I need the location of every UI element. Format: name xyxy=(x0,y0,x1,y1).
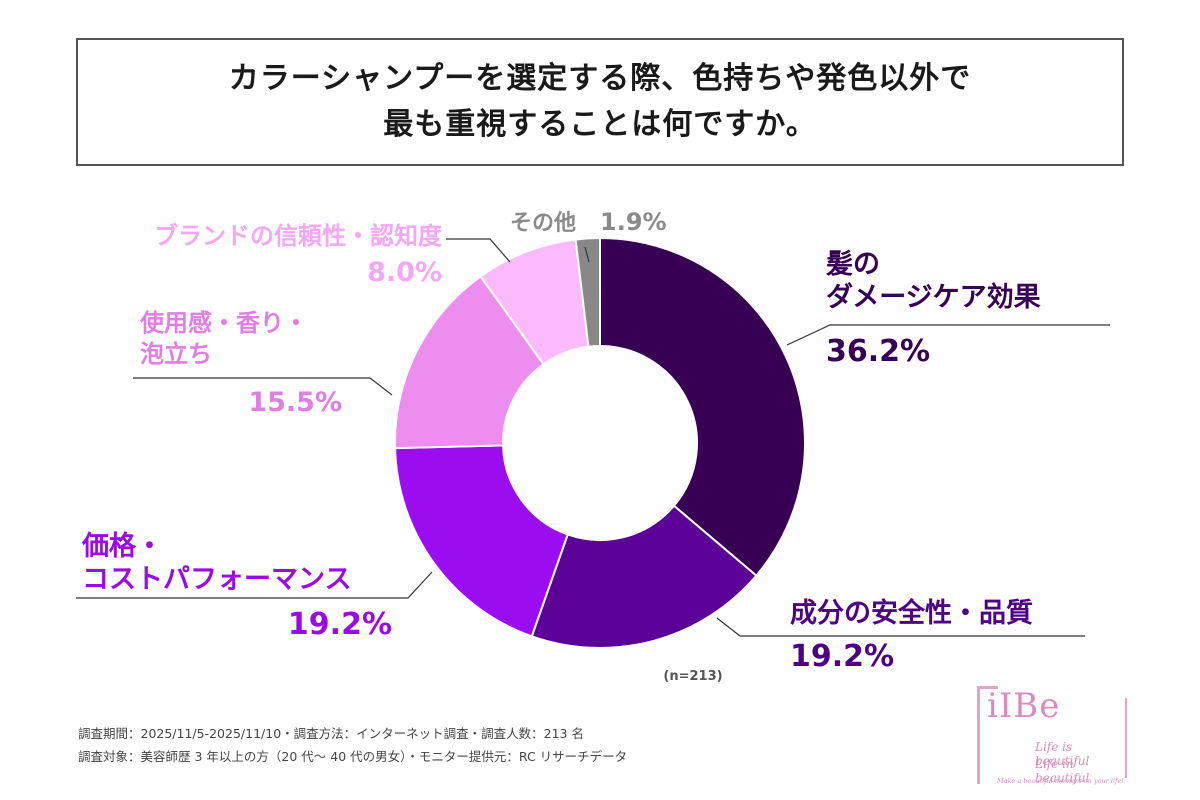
slice-label-1-line-1: 髪の xyxy=(825,249,880,280)
slice-value-label-3: 19.2% xyxy=(288,607,392,642)
slice-label-1-line-2: ダメージケア効果 xyxy=(826,281,1041,313)
logo-wordmark: iIBe xyxy=(987,686,1061,726)
slice-label-3-line-1: 価格・ xyxy=(81,531,163,562)
slice-label-5-line-1: ブランドの信頼性・認知度 xyxy=(154,222,443,250)
slice-label-4-line-1: 使用感・香り・ xyxy=(139,309,308,337)
leader-line-4 xyxy=(133,377,393,396)
slice-value-label-4: 15.5% xyxy=(248,387,342,418)
survey-period-note: 調査期間：2025/11/5-2025/11/10・調査方法：インターネット調査… xyxy=(78,726,584,741)
donut-slice-4 xyxy=(394,275,545,450)
brand-logo: iIBe Life is beautiful Life in beautiful… xyxy=(977,686,1127,786)
leader-line-3 xyxy=(76,571,433,599)
donut-slice-2 xyxy=(530,504,758,649)
slice-value-label-1: 36.2% xyxy=(826,334,930,369)
slice-value-label-6: 1.9% xyxy=(600,208,667,236)
logo-tagline-2: Life in beautiful xyxy=(1035,757,1090,785)
logo-frame-right xyxy=(1125,698,1127,778)
leader-line-2 xyxy=(716,617,1085,637)
donut-slice-6 xyxy=(574,236,601,348)
slice-label-6-line-1: その他 xyxy=(510,211,576,236)
logo-tagline-1: Life is beautiful xyxy=(1035,740,1090,768)
slice-value-label-2: 19.2% xyxy=(790,639,894,674)
slice-value-label-5: 8.0% xyxy=(367,257,442,288)
logo-tagline-3: Make a beautiful moment on your life! xyxy=(997,777,1124,785)
slice-label-2-line-1: 成分の安全性・品質 xyxy=(790,597,1033,629)
sample-size-label: (n=213) xyxy=(663,669,722,684)
survey-target-note: 調査対象：美容師歴 3 年以上の方（20 代～ 40 代の男女）・モニター提供元… xyxy=(78,749,628,764)
chart-title-line-2: 最も重視することは何ですか。 xyxy=(383,107,817,142)
survey-footer: 調査期間：2025/11/5-2025/11/10・調査方法：インターネット調査… xyxy=(78,722,627,768)
donut-slice-1 xyxy=(599,236,806,578)
donut-slice-3 xyxy=(394,444,569,638)
leader-line-1 xyxy=(786,324,1110,346)
leader-line-6 xyxy=(584,246,590,263)
chart-title-box: カラーシャンプーを選定する際、色持ちや発色以外で 最も重視することは何ですか。 xyxy=(76,38,1124,166)
slice-label-3-line-2: コストパフォーマンス xyxy=(82,564,351,595)
leader-line-5 xyxy=(446,238,511,263)
chart-title-line-1: カラーシャンプーを選定する際、色持ちや発色以外で xyxy=(228,61,972,96)
slice-label-4-line-2: 泡立ち xyxy=(140,340,212,368)
logo-frame-left xyxy=(977,686,998,784)
